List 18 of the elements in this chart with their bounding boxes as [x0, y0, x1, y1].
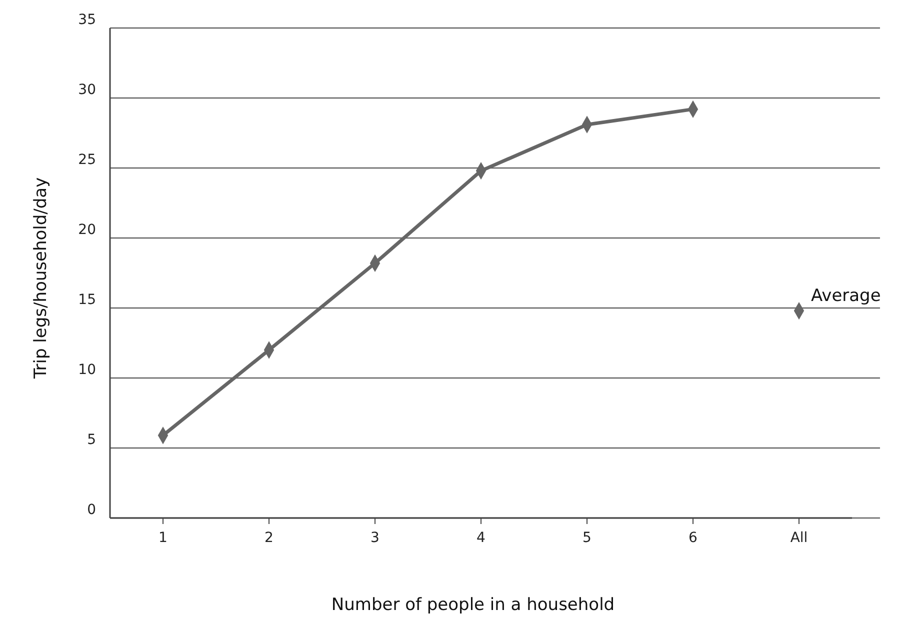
y-tick-label: 0	[87, 502, 96, 518]
x-tick-label: 1	[158, 530, 168, 546]
x-tick-label: 6	[688, 530, 698, 546]
y-tick-label: 20	[78, 222, 96, 238]
y-tick-label: 30	[78, 82, 96, 98]
x-tick-label: 2	[264, 530, 274, 546]
y-tick-label: 5	[87, 432, 96, 448]
x-axis-title: Number of people in a household	[331, 595, 615, 615]
y-tick-label: 10	[78, 362, 96, 378]
y-tick-label: 15	[78, 292, 96, 308]
x-tick-label: All	[790, 530, 808, 546]
x-tick-label: 4	[476, 530, 486, 546]
x-tick-label: 5	[582, 530, 592, 546]
y-tick-label: 25	[78, 152, 96, 168]
x-tick-label: 3	[370, 530, 380, 546]
y-axis-title: Trip legs/household/day	[31, 177, 51, 380]
y-tick-label: 35	[78, 12, 96, 28]
annotation: Average	[811, 286, 881, 306]
